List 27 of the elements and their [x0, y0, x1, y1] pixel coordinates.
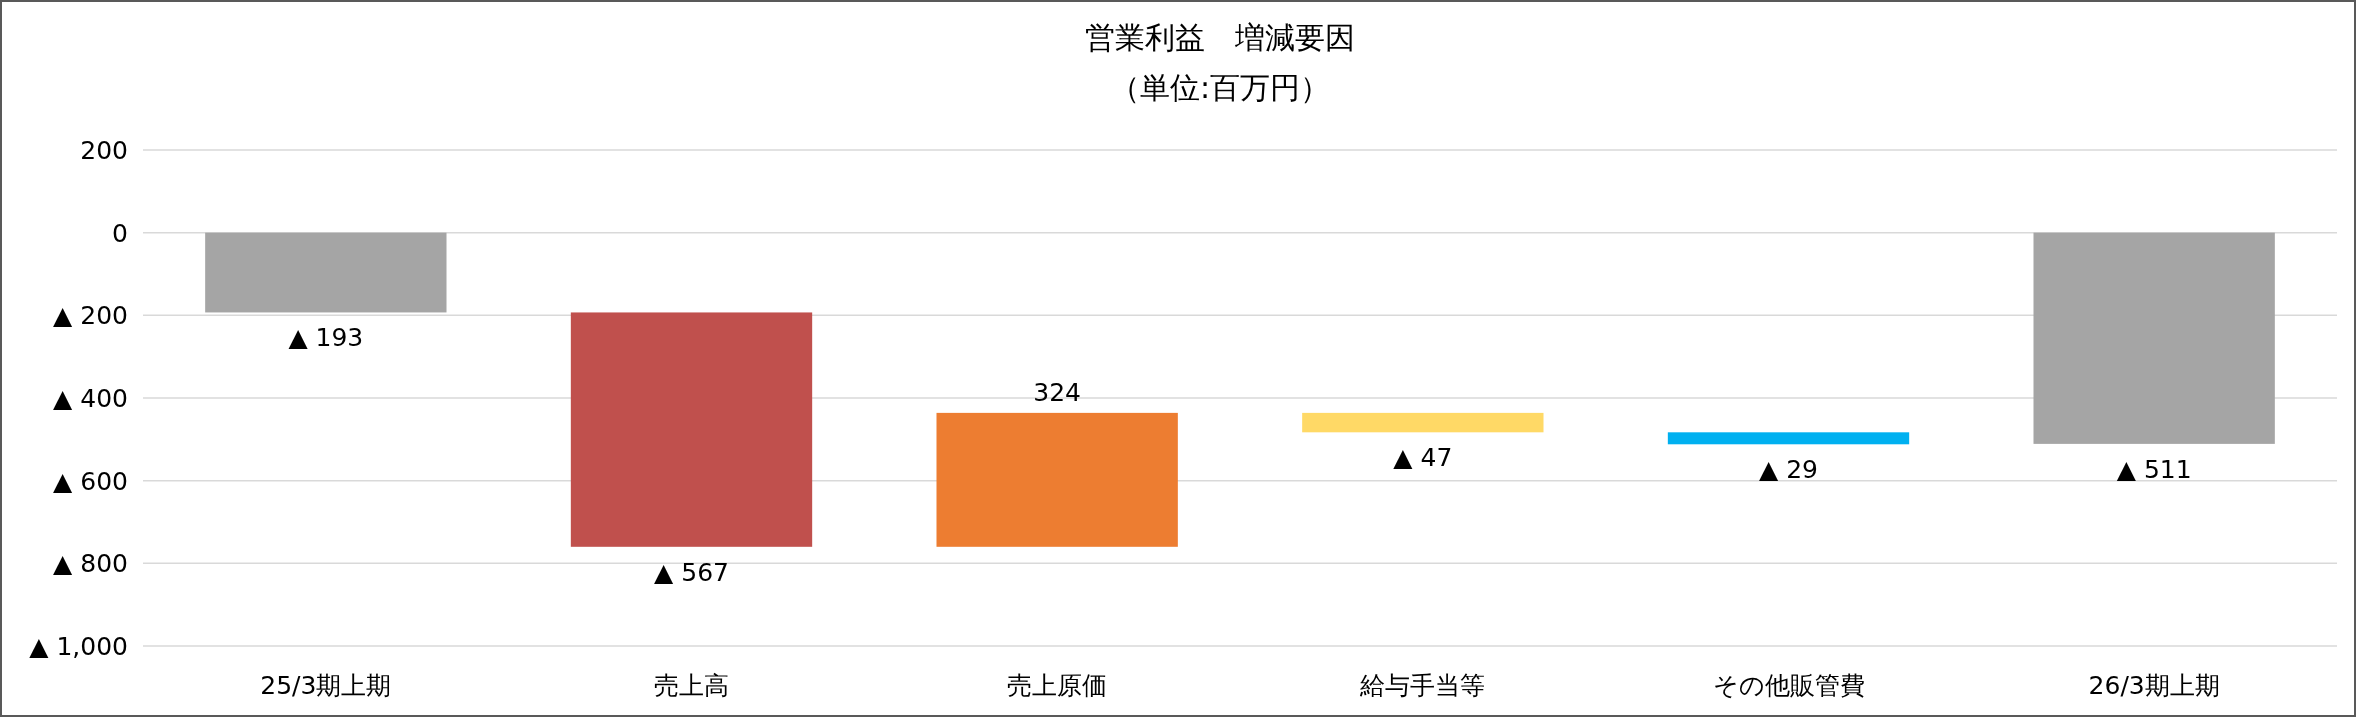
- data-label: ▲ 511: [2116, 454, 2192, 484]
- bar: [936, 412, 1178, 547]
- data-label: 324: [1033, 377, 1082, 407]
- y-tick-label: ▲ 1,000: [29, 632, 128, 661]
- x-tick-label: 売上高: [654, 671, 729, 700]
- y-tick-label: ▲ 400: [53, 384, 128, 413]
- data-label: ▲ 193: [288, 323, 364, 353]
- bar: [205, 232, 447, 313]
- chart-subtitle: （単位:百万円）: [1109, 70, 1331, 105]
- y-tick-label: 0: [112, 218, 128, 248]
- x-tick-label: 給与手当等: [1359, 671, 1486, 700]
- y-tick-label: ▲ 200: [53, 301, 128, 331]
- bar: [570, 312, 813, 547]
- bar: [1667, 432, 1910, 445]
- data-label: ▲ 47: [1393, 443, 1453, 473]
- data-label: ▲ 29: [1759, 455, 1818, 485]
- x-tick-label: 25/3期上期: [260, 671, 392, 700]
- y-tick-label: ▲ 800: [53, 549, 128, 579]
- data-label: ▲ 567: [654, 557, 729, 587]
- y-tick-label: 200: [80, 136, 128, 165]
- x-tick-label: その他販管費: [1712, 671, 1865, 700]
- bar: [2033, 232, 2275, 444]
- bar: [1302, 412, 1544, 433]
- x-tick-label: 26/3期上期: [2088, 671, 2220, 700]
- chart-title: 営業利益 増減要因: [1085, 20, 1355, 55]
- y-tick-label: ▲ 600: [53, 466, 128, 496]
- x-tick-label: 売上原価: [1007, 671, 1108, 700]
